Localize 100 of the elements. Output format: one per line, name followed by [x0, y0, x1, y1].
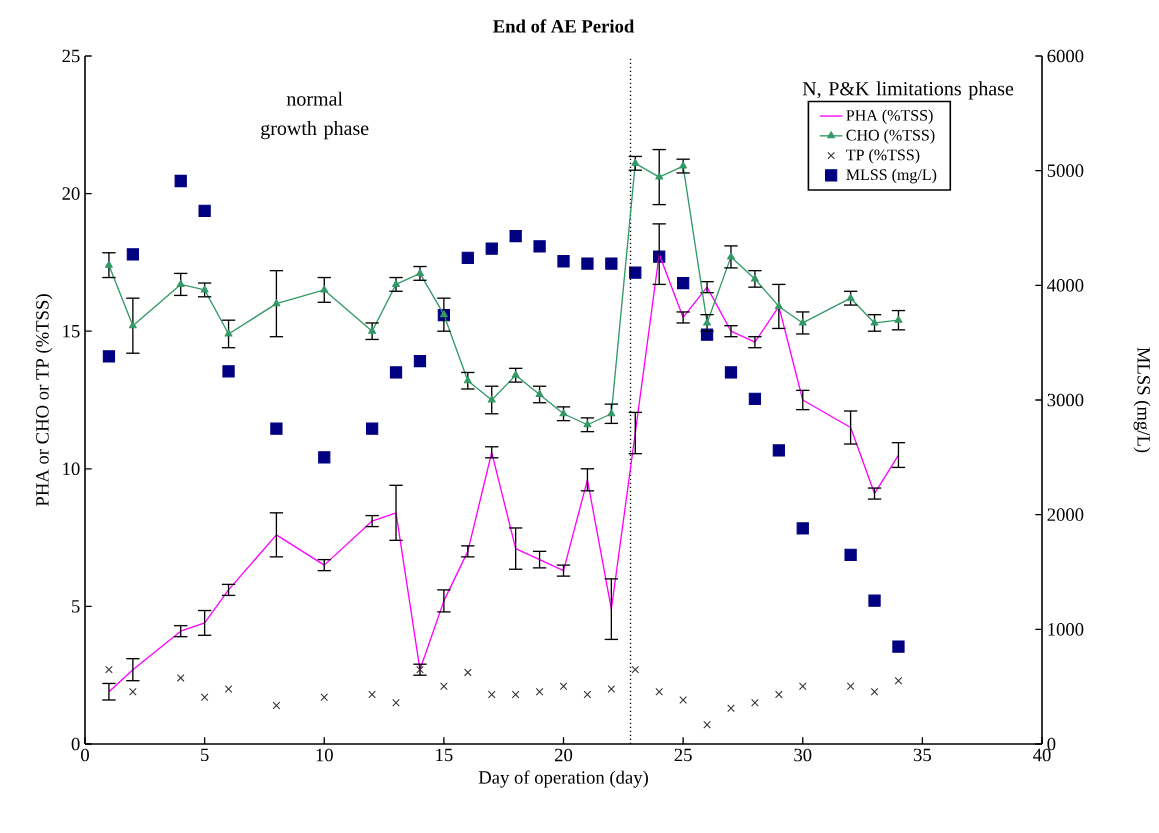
y-tick-label: 20 [62, 187, 80, 200]
point [774, 301, 783, 309]
point [102, 350, 116, 363]
y-tick-label: 25 [62, 49, 80, 63]
y2-tick-label: 6000 [1047, 49, 1084, 63]
point [727, 704, 735, 713]
point [129, 687, 137, 696]
point [870, 318, 879, 326]
x-tick-label: 35 [913, 748, 931, 762]
point [607, 685, 616, 693]
annotation: normal growth phase [261, 91, 369, 140]
point [198, 204, 211, 217]
y2-tick-label: 5000 [1047, 164, 1084, 177]
point [320, 693, 329, 702]
point [270, 422, 283, 435]
legend-label: TP (%TSS) [846, 149, 920, 164]
x-tick-label: 30 [794, 748, 812, 762]
point [224, 329, 233, 337]
point [533, 240, 546, 253]
point [798, 318, 807, 326]
point [413, 354, 427, 368]
point [629, 266, 642, 279]
point [224, 685, 233, 693]
x-axis-title: Day of operation (day) [478, 770, 648, 788]
point [796, 522, 809, 535]
point [176, 674, 185, 682]
point [389, 366, 403, 379]
point [511, 690, 520, 699]
point [894, 676, 903, 685]
y2-axis-title: MLSS (mg/L) [1133, 347, 1151, 453]
y-tick-label: 15 [63, 324, 80, 338]
y2-tick-label: 3000 [1047, 393, 1084, 407]
y2-tick-label: 4000 [1047, 279, 1084, 292]
point [461, 251, 474, 264]
point [724, 366, 738, 379]
point [174, 174, 187, 188]
point [128, 321, 137, 329]
x-tick-label: 0 [81, 748, 89, 762]
point [868, 594, 881, 607]
chart-title: End of AE Period [493, 19, 635, 33]
point [368, 326, 377, 334]
point [200, 693, 209, 702]
legend-label: MLSS (mg/L) [846, 168, 937, 184]
point [655, 172, 664, 180]
point [703, 720, 711, 729]
point [365, 422, 379, 435]
y-tick-label: 0 [71, 737, 80, 751]
point [105, 665, 113, 674]
point [272, 701, 281, 710]
point [844, 548, 857, 561]
point [222, 365, 235, 378]
point [485, 242, 498, 255]
point [487, 690, 496, 699]
point [487, 395, 496, 403]
point [798, 682, 807, 691]
legend-label: PHA (%TSS) [846, 109, 933, 125]
point [463, 376, 472, 384]
point [581, 257, 594, 270]
point [126, 248, 139, 261]
point [439, 310, 448, 318]
point [176, 279, 185, 287]
point [631, 665, 640, 674]
point [272, 299, 281, 307]
y-tick-label: 5 [72, 600, 80, 613]
point [368, 690, 376, 699]
point [535, 389, 544, 398]
point [892, 640, 905, 653]
point [751, 698, 759, 707]
point [772, 444, 785, 457]
x-tick-label: 10 [316, 748, 333, 762]
point [605, 257, 618, 270]
point [750, 274, 759, 282]
point [726, 252, 735, 260]
point [607, 409, 616, 417]
point [583, 690, 592, 699]
point [894, 315, 903, 323]
point [392, 698, 400, 707]
point [676, 276, 690, 290]
point [655, 687, 664, 696]
point [870, 687, 879, 696]
point [320, 285, 329, 293]
point [318, 451, 331, 464]
x-tick-label: 15 [436, 748, 453, 762]
x-tick-label: 25 [674, 748, 692, 762]
point [557, 255, 570, 268]
annotation: N, P&K limitations phase [802, 81, 1014, 100]
point [535, 687, 544, 696]
point [774, 690, 783, 699]
point [846, 682, 855, 691]
legend-label: CHO (%TSS) [846, 129, 935, 144]
point [559, 682, 568, 691]
y-axis-title: PHA or CHO or TP (%TSS) [35, 294, 53, 507]
x-tick-label: 20 [554, 748, 573, 762]
point [703, 318, 712, 326]
point [748, 392, 762, 405]
y2-tick-label: 2000 [1047, 508, 1084, 521]
point [509, 229, 522, 243]
point [463, 668, 472, 677]
point [104, 260, 113, 268]
point [679, 696, 687, 704]
